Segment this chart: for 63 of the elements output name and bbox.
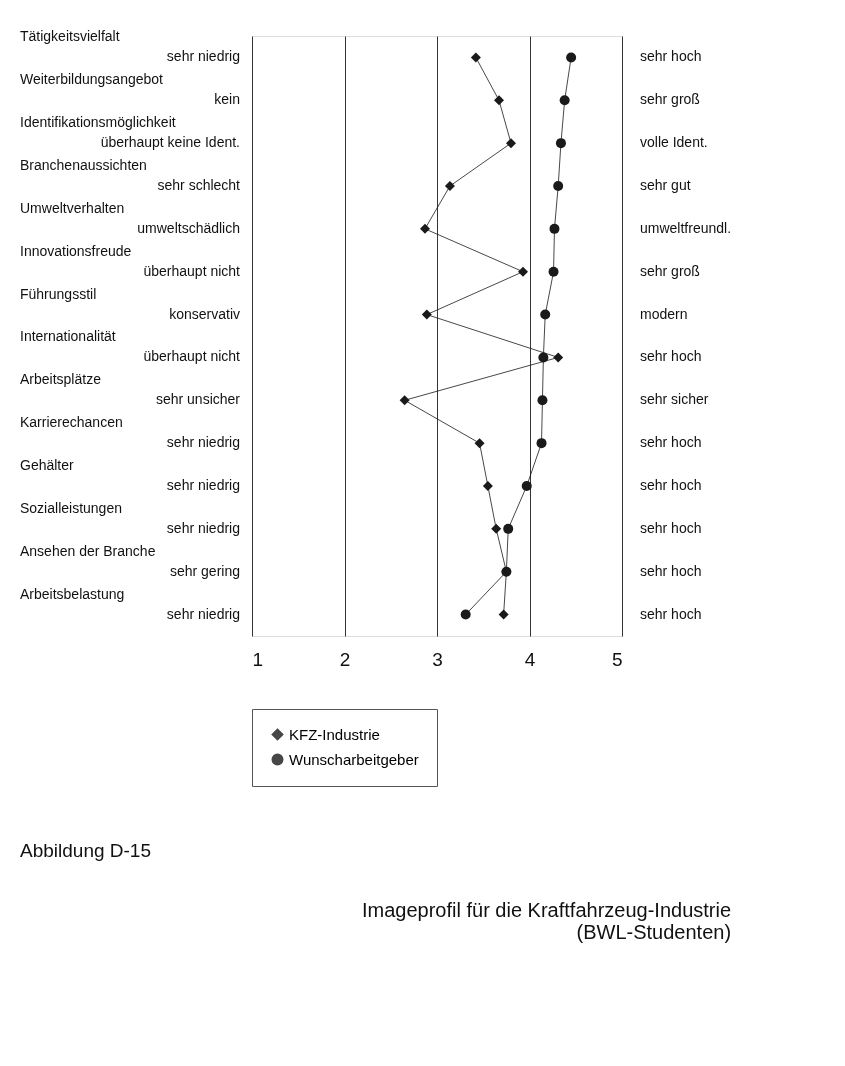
x-tick-label: 1	[252, 648, 264, 670]
x-tick-label: 4	[524, 648, 536, 670]
text: Imageprofil für die Kraftfahrzeug-Industrie (BWL-Studenten)	[361, 899, 732, 943]
y2-tick-label: volle Ident.	[640, 134, 708, 151]
y2-tick-label: sehr hoch	[640, 605, 702, 622]
legend-label: Wunscharbeitgeber	[289, 750, 419, 768]
category-label: Branchenaussichten sehr schlecht	[20, 157, 240, 193]
category-label: Tätigkeitsvielfalt sehr niedrig	[20, 28, 240, 65]
y2-tick-label: sehr sicher	[640, 391, 709, 408]
x-tick-label: 3	[432, 648, 443, 670]
category-label: Gehälter sehr niedrig	[20, 457, 240, 493]
x-tick-label: 5	[611, 648, 623, 670]
point	[555, 138, 566, 149]
category-label: Identifikationsmöglichkeit überhaupt keine Ident.	[20, 114, 240, 151]
point	[399, 395, 410, 406]
y2-tick-label: sehr groß	[640, 91, 700, 108]
point	[503, 523, 514, 534]
y2-tick-label: sehr gut	[640, 177, 691, 193]
point	[537, 395, 548, 406]
category-label: Karrierechancen sehr niedrig	[20, 414, 240, 451]
point	[536, 438, 547, 449]
point	[549, 223, 560, 234]
category-label: Internationalität überhaupt nicht	[20, 328, 240, 365]
category-label: Sozialleistungen sehr niedrig	[20, 499, 240, 536]
point	[421, 309, 432, 320]
y2-tick-label: sehr hoch	[640, 519, 702, 536]
point	[444, 181, 455, 191]
point	[559, 95, 570, 106]
point	[553, 181, 564, 191]
point	[521, 481, 532, 491]
point	[493, 95, 504, 106]
category-label: Umweltverhalten umweltschädlich	[20, 199, 240, 236]
x-tick-label: 2	[339, 648, 351, 670]
point	[518, 266, 529, 277]
point	[553, 352, 564, 363]
point	[460, 609, 471, 620]
point	[491, 523, 502, 534]
point	[419, 223, 430, 234]
point	[470, 52, 481, 63]
text: Abbildung D-15	[20, 840, 151, 861]
category-label: Arbeitsbelastung sehr niedrig	[20, 585, 240, 622]
point	[498, 609, 509, 620]
category-label: Ansehen der Branche sehr gering	[20, 542, 240, 579]
y2-tick-label: sehr hoch	[640, 477, 702, 493]
category-label: Führungsstil konservativ	[20, 285, 240, 322]
legend-label: KFZ-Industrie	[289, 725, 380, 743]
category-label: Arbeitsplätze sehr unsicher	[20, 371, 240, 408]
y2-tick-label: sehr hoch	[640, 562, 702, 579]
y2-tick-label: modern	[640, 305, 688, 322]
point	[566, 52, 577, 63]
point	[548, 266, 559, 277]
point	[474, 438, 485, 449]
y2-tick-label: sehr hoch	[640, 434, 702, 451]
point	[538, 352, 549, 363]
y2-tick-label: sehr groß	[640, 262, 700, 279]
y2-tick-label: umweltfreundl.	[640, 219, 732, 236]
point	[506, 138, 516, 149]
category-label: Innovationsfreude überhaupt nicht	[20, 242, 240, 279]
category-label: Weiterbildungsangebot kein	[20, 71, 240, 108]
point	[482, 481, 493, 491]
y2-tick-label: sehr hoch	[640, 348, 702, 365]
point	[540, 309, 551, 320]
y2-tick-label: sehr hoch	[640, 48, 702, 65]
